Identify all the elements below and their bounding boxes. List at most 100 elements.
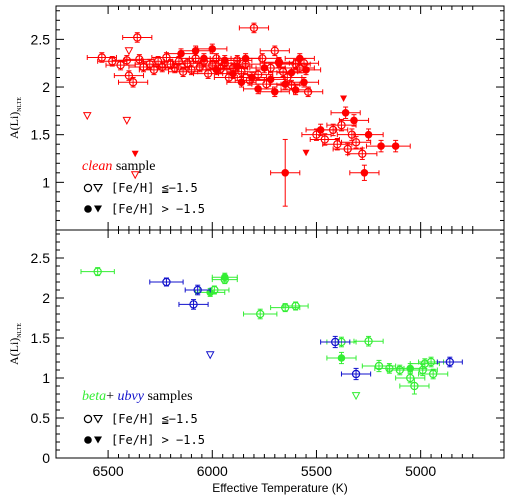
marker-filled-circle	[260, 64, 269, 72]
data-point	[282, 301, 309, 311]
data-point	[259, 86, 290, 98]
data-point	[122, 116, 132, 125]
marker-open-circle	[351, 138, 361, 147]
data-point	[149, 277, 184, 287]
marker-filled-circle	[316, 126, 325, 134]
marker-filled-circle	[295, 54, 304, 63]
data-point	[205, 351, 215, 360]
y-tick-label: 0	[42, 450, 50, 466]
data-points	[80, 22, 463, 401]
y-label-sub-bottom: NLTE	[17, 323, 23, 338]
marker-open-circle	[93, 267, 102, 276]
marker-open-circle	[270, 46, 279, 56]
marker-open-circle	[445, 357, 455, 367]
y-label-main-bottom: A(Li)	[7, 338, 21, 365]
marker-filled-circle	[208, 45, 217, 53]
data-point	[351, 392, 361, 401]
marker-filled-circle	[220, 273, 229, 282]
marker-open-triangle	[205, 351, 215, 360]
y-tick-label: 2.5	[31, 31, 51, 47]
marker-filled-circle	[300, 78, 308, 87]
marker-open-circle	[420, 359, 430, 368]
marker-open-circle	[428, 369, 438, 379]
data-point	[326, 351, 357, 365]
legend-filled-circle	[84, 205, 92, 213]
data-point	[222, 60, 253, 72]
marker-filled-circle	[341, 108, 350, 117]
data-point	[380, 139, 411, 153]
marker-filled-circle	[270, 87, 279, 96]
y-tick-label: 1.5	[31, 127, 51, 143]
y-axis-label-bottom: A(Li)NLTE	[7, 323, 23, 365]
marker-filled-triangle	[302, 149, 310, 157]
marker-filled-circle	[287, 68, 296, 77]
bottom-panel-frame	[55, 229, 505, 459]
x-tick-label: 6500	[93, 463, 124, 479]
bottom-legend: [Fe/H] ≦−1.5 [Fe/H] > −1.5	[83, 412, 205, 447]
marker-open-circle	[133, 33, 142, 42]
top-legend: [Fe/H] ≦−1.5 [Fe/H] > −1.5	[83, 181, 205, 216]
y-tick-label: 2	[42, 290, 50, 306]
legend-text-low-b: [Fe/H] ≦−1.5	[111, 412, 198, 426]
data-point	[361, 359, 397, 373]
legend-filled-triangle-b	[94, 436, 102, 444]
data-point	[131, 150, 139, 158]
data-point	[82, 112, 92, 121]
marker-open-triangle	[130, 171, 140, 180]
legend-filled-triangle	[94, 205, 102, 213]
svg-text:A(Li)NLTE: A(Li)NLTE	[7, 97, 23, 139]
data-point	[305, 123, 336, 137]
legend-open-circle	[83, 183, 93, 193]
y-tick-label: 1.5	[31, 330, 51, 346]
sample-word: sample	[112, 159, 155, 174]
y-tick-label: 1	[42, 370, 50, 386]
legend-open-circle-b	[83, 414, 93, 424]
data-point	[230, 53, 261, 64]
marker-open-circle	[237, 67, 246, 76]
x-tick-label: 5500	[301, 463, 332, 479]
data-point	[178, 299, 209, 310]
data-point	[184, 284, 211, 296]
marker-open-circle	[97, 53, 107, 62]
marker-open-circle	[178, 67, 188, 76]
data-point	[397, 363, 424, 374]
marker-open-circle	[158, 62, 167, 72]
marker-open-circle	[162, 277, 171, 287]
marker-open-circle	[351, 369, 361, 379]
marker-filled-circle	[350, 116, 358, 125]
svg-text:A(Li)NLTE: A(Li)NLTE	[7, 323, 23, 365]
plus-sign: +	[106, 389, 114, 404]
x-axis-label: Effective Temperature (K)	[212, 481, 348, 495]
marker-filled-circle	[302, 66, 310, 74]
data-point	[113, 70, 145, 81]
data-point	[347, 147, 378, 160]
bottom-sample-annotation: beta+ ubvy samples	[82, 389, 193, 404]
x-tick-label: 6000	[197, 463, 228, 479]
marker-open-circle	[333, 140, 342, 149]
marker-open-triangle	[82, 112, 92, 121]
marker-filled-circle	[248, 73, 256, 82]
data-point	[338, 114, 370, 127]
data-point	[280, 84, 311, 96]
marker-open-circle	[256, 309, 265, 319]
marker-open-circle	[303, 87, 313, 96]
marker-filled-triangle	[131, 150, 139, 158]
marker-filled-circle	[360, 169, 369, 177]
y-label-sub: NLTE	[17, 97, 23, 112]
marker-open-circle	[128, 78, 138, 87]
data-point	[418, 368, 449, 380]
data-point	[409, 358, 440, 369]
data-point	[259, 45, 290, 57]
marker-filled-circle	[291, 86, 300, 94]
marker-open-triangle	[351, 392, 361, 401]
data-point	[130, 171, 140, 180]
data-point	[322, 137, 353, 151]
marker-open-circle	[253, 70, 263, 79]
marker-filled-circle	[391, 142, 400, 150]
marker-open-triangle	[122, 116, 132, 125]
data-point	[218, 68, 249, 79]
data-point	[80, 267, 115, 277]
marker-filled-circle	[241, 54, 250, 63]
marker-open-circle	[337, 120, 346, 130]
